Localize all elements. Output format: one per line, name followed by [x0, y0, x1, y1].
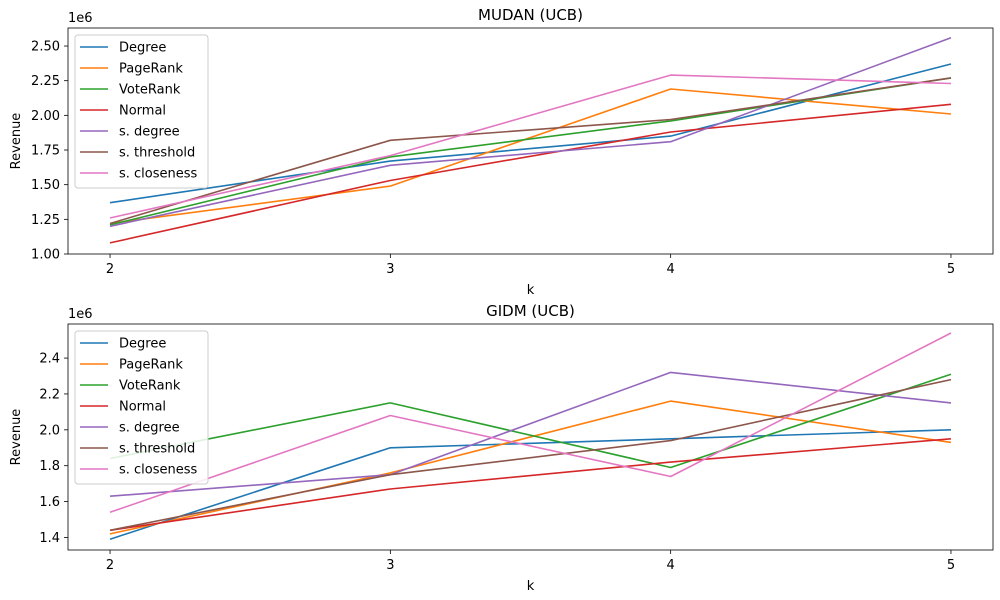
y-tick-label: 1.8	[39, 459, 60, 474]
x-tick-label: 5	[947, 558, 955, 573]
legend-entry: s. degree	[119, 421, 180, 436]
y-offset-label: 1e6	[68, 11, 93, 26]
legend-entry: PageRank	[119, 358, 183, 373]
y-tick-label: 2.0	[39, 423, 60, 438]
y-axis-label: Revenue	[9, 113, 24, 170]
y-tick-label: 2.4	[39, 352, 60, 367]
y-tick-label: 1.6	[39, 495, 60, 510]
y-tick-label: 2.2	[39, 387, 60, 402]
y-axis-label: Revenue	[9, 409, 24, 466]
legend-entry: s. closeness	[119, 463, 198, 478]
y-tick-label: 1.25	[31, 213, 60, 228]
y-tick-label: 2.50	[31, 40, 60, 55]
chart-gidm: GIDM (UCB) 2 3 4 5 1.4 1.6 1.8 2.0 2.2 2.4 1e6 k Reve…	[9, 302, 993, 594]
y-tick-label: 1.00	[31, 248, 60, 263]
y-tick-label: 1.75	[31, 144, 60, 159]
x-axis-label: k	[527, 283, 535, 298]
chart-title: MUDAN (UCB)	[478, 6, 583, 24]
legend-entry: PageRank	[119, 62, 183, 77]
legend-entry: s. threshold	[119, 442, 195, 457]
legend-entry: s. closeness	[119, 167, 198, 182]
legend-entry: s. threshold	[119, 146, 195, 161]
legend: Degree PageRank VoteRank Normal s. degree s. …	[75, 331, 208, 484]
x-tick-label: 4	[667, 262, 675, 277]
x-tick-label: 4	[667, 558, 675, 573]
legend-entry: Degree	[119, 337, 166, 352]
y-tick-label: 1.4	[39, 531, 60, 546]
x-tick-label: 2	[106, 558, 114, 573]
x-axis-label: k	[527, 579, 535, 594]
legend-entry: Degree	[119, 41, 166, 56]
x-tick-label: 5	[947, 262, 955, 277]
x-tick-label: 2	[106, 262, 114, 277]
y-tick-label: 1.50	[31, 178, 60, 193]
chart-title: GIDM (UCB)	[486, 302, 575, 320]
y-tick-label: 2.25	[31, 74, 60, 89]
legend: Degree PageRank VoteRank Normal s. degree s. …	[75, 35, 208, 188]
x-tick-label: 3	[386, 262, 394, 277]
legend-entry: VoteRank	[119, 379, 181, 394]
legend-entry: Normal	[119, 400, 166, 415]
legend-entry: s. degree	[119, 125, 180, 140]
legend-entry: Normal	[119, 104, 166, 119]
y-tick-label: 2.00	[31, 109, 60, 124]
x-tick-label: 3	[386, 558, 394, 573]
chart-mudan: MUDAN (UCB) 2 3 4 5 1.00 1.25 1.50 1.75 2.00 2.25 2…	[9, 6, 993, 298]
legend-entry: VoteRank	[119, 83, 181, 98]
y-offset-label: 1e6	[68, 307, 93, 322]
